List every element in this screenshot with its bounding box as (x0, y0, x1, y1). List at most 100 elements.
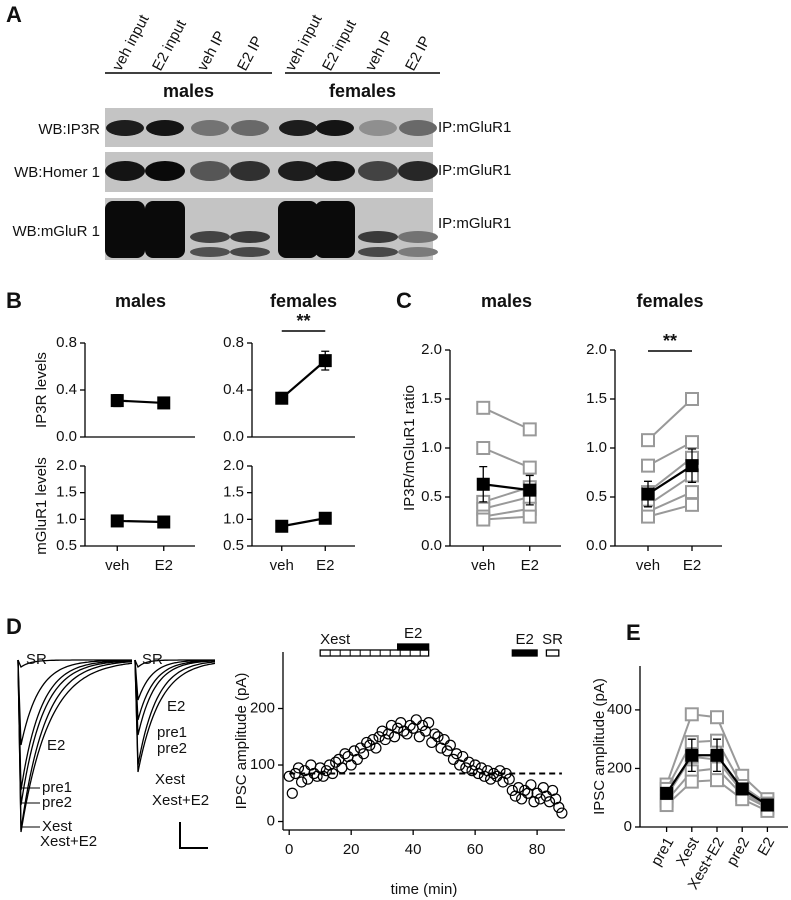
panel-label: C (396, 288, 412, 313)
x-tick-label: veh (105, 557, 129, 574)
y-axis-label: IPSC amplitude (pA) (233, 673, 250, 810)
x-tick-label: E2 (521, 557, 539, 574)
band (106, 120, 144, 136)
data-point (684, 774, 699, 789)
y-tick-label: 200 (607, 759, 632, 776)
data-point (522, 509, 537, 524)
data-point (444, 739, 456, 751)
x-tick-label: E2 (754, 834, 778, 858)
data-point (370, 742, 382, 754)
data-point (379, 733, 391, 746)
data-point (523, 483, 537, 497)
data-point (641, 487, 655, 501)
data-point (685, 435, 699, 450)
y-tick-label: 2.0 (586, 341, 607, 358)
data-point (110, 394, 124, 408)
data-point (295, 776, 308, 788)
band (190, 161, 230, 181)
y-tick-label: 400 (607, 701, 632, 718)
data-point (710, 773, 724, 788)
series-line (647, 503, 693, 518)
band (145, 201, 185, 258)
data-point (354, 742, 367, 754)
data-point (531, 787, 543, 799)
series-line (117, 399, 164, 405)
trace-label: E2 (47, 737, 65, 754)
y-tick-label: 1.0 (586, 439, 607, 456)
y-tick-label: 0.8 (56, 334, 77, 351)
treatment-bar (397, 643, 430, 651)
series-line (482, 447, 531, 469)
data-point (476, 477, 490, 491)
data-point (710, 710, 724, 725)
x-tick-label: E2 (155, 557, 173, 574)
bar-label: Xest (320, 631, 351, 648)
data-point (357, 748, 370, 760)
band (358, 161, 398, 181)
wb-label: WB:mGluR 1 (12, 223, 100, 240)
data-point (385, 719, 398, 732)
data-point (275, 391, 289, 405)
data-point (361, 736, 373, 749)
trace-label: SR (142, 651, 163, 668)
series-line (647, 491, 693, 513)
trace-label: pre1 (42, 779, 72, 796)
lane-label: E2 input (149, 16, 190, 73)
x-tick-label: veh (270, 557, 294, 574)
band (105, 161, 145, 181)
data-point (512, 782, 525, 794)
x-tick-label: 0 (285, 841, 293, 858)
data-point (318, 511, 332, 525)
data-point (373, 731, 385, 743)
y-tick-label: 1.5 (56, 484, 77, 501)
band (399, 120, 437, 136)
y-tick-label: 0 (624, 818, 632, 835)
trace-label: SR (26, 651, 47, 668)
data-point (275, 519, 289, 533)
trace-label: Xest (42, 818, 73, 835)
band (145, 161, 185, 181)
y-tick-label: 0 (267, 812, 275, 829)
group-label: females (329, 81, 396, 101)
trace-label: pre2 (42, 794, 72, 811)
data-point (641, 509, 655, 524)
data-point (660, 786, 674, 800)
band (190, 247, 230, 257)
trace-label: Xest (155, 771, 186, 788)
group-label: males (163, 81, 214, 101)
data-point (522, 460, 537, 475)
y-tick-label: 0.4 (56, 381, 77, 398)
y-tick-label: 0.4 (223, 381, 244, 398)
data-point (685, 459, 699, 473)
series-line (281, 359, 326, 400)
band (398, 231, 438, 243)
data-point (292, 762, 305, 774)
data-point (283, 770, 295, 782)
data-point (488, 767, 500, 780)
y-tick-label: 2.0 (223, 457, 244, 474)
current-trace (134, 659, 215, 701)
series-line (117, 519, 164, 524)
band (278, 161, 318, 181)
data-point (447, 753, 460, 765)
series-line (483, 483, 530, 492)
y-tick-label: 1.5 (586, 390, 607, 407)
data-point (540, 790, 553, 802)
y-tick-label: 0.8 (223, 334, 244, 351)
series-line (647, 457, 693, 493)
data-point (404, 719, 416, 732)
data-point (398, 725, 410, 737)
data-point (685, 485, 699, 500)
treatment-bar (545, 649, 560, 657)
y-axis-label: IP3R/mGluR1 ratio (401, 385, 418, 511)
data-point (110, 514, 124, 528)
data-point (450, 748, 463, 760)
data-point (413, 731, 425, 743)
series-line (281, 517, 326, 528)
band (230, 231, 270, 243)
data-point (286, 787, 298, 799)
data-point (438, 733, 450, 746)
data-point (506, 784, 518, 797)
data-point (339, 748, 351, 760)
band (278, 201, 318, 258)
